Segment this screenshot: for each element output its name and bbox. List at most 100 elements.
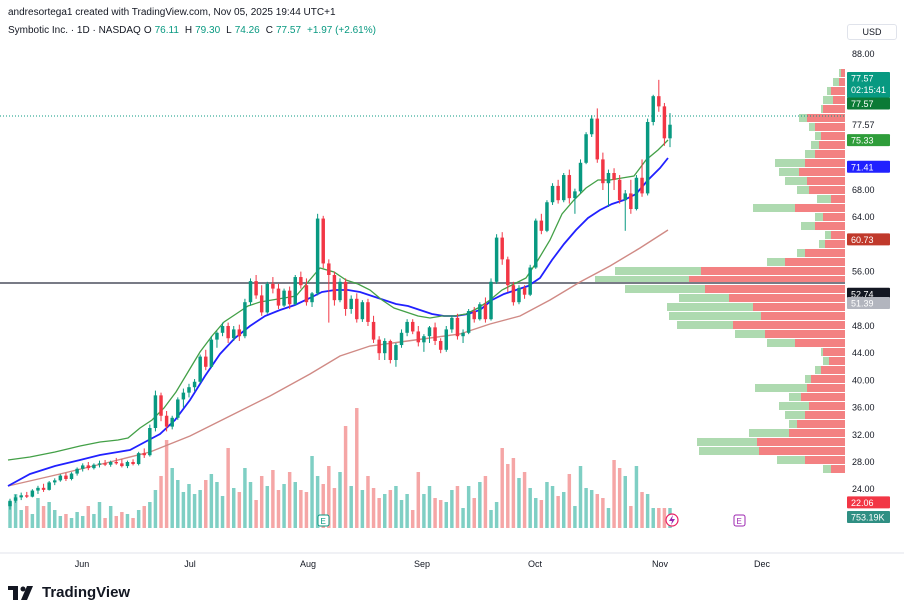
candle-body [97,463,102,465]
volume-bar [41,506,46,528]
candle-body [25,495,29,497]
candle-body [438,340,443,350]
volume-profile-down-bar [729,294,845,302]
price-tag-bg [847,134,890,147]
volume-bar [80,516,85,528]
volume-profile-down-bar [761,312,845,320]
volume-bar [349,486,353,528]
candle-body [433,327,437,341]
volume-bar [377,498,381,528]
dividend-lightning-icon [665,513,679,527]
earnings-icon: E [317,514,330,527]
candle-body [159,395,163,416]
currency-button[interactable]: USD [847,24,897,40]
volume-bar [259,476,264,528]
price-tag-label: 60.73 [851,235,874,245]
price-axis-tick: 48.00 [852,321,875,331]
volume-bar [231,488,236,528]
candles-layer [8,79,672,510]
volume-bar [461,508,465,528]
volume-profile-down-bar [809,186,845,194]
volume-profile-down-bar [841,69,845,77]
volume-bar [170,468,174,528]
volume-profile-down-bar [807,114,845,122]
candle-body [517,287,521,303]
volume-profile-down-bar [799,168,845,176]
symbol-name[interactable]: Symbotic Inc. · 1D · NASDAQ [8,25,141,36]
candle-body [461,332,465,337]
volume-bar [243,468,247,528]
volume-bar [561,492,566,528]
price-axis-tick: 32.00 [852,430,875,440]
candle-body [545,202,549,231]
volume-profile-down-bar [805,411,845,419]
price-axis-tick: 28.00 [852,457,875,467]
candle-body [187,387,191,393]
price-axis-tick: 44.00 [852,348,875,358]
volume-profile-down-bar [839,78,845,86]
lightning-bolt [669,515,675,525]
price-tag: 52.74 [847,287,890,300]
price-axis-tick: 24.00 [852,484,875,494]
volume-bar [545,482,549,528]
tradingview-logo[interactable]: TradingView [8,584,130,601]
price-tag-bg [847,97,890,110]
volume-bar [343,426,348,528]
price-tag: 71.41 [847,160,890,173]
candle-body [550,185,555,203]
volume-bar [444,502,449,528]
candle-body [450,317,454,330]
volume-profile-down-bar [801,393,845,401]
candle-body [371,321,376,340]
price-tag-label: 753.19K [851,513,885,523]
price-axis-tick: 68.00 [852,185,875,195]
price-chart[interactable]: 88.0084.0077.5768.0064.0056.0051.3948.00… [0,0,904,580]
volume-profile-down-bar [807,177,845,185]
price-axis-tick: 88.00 [852,49,875,59]
candle-body [92,464,96,469]
volume-bar [304,492,309,528]
volume-bar [528,488,532,528]
volume-bar [556,496,560,528]
candle-body [153,395,158,428]
volume-bar [92,514,96,528]
volume-bar [75,512,79,528]
volume-bar [522,472,527,528]
volume-bar [388,490,393,528]
volume-profile-down-bar [807,384,845,392]
candle-body [19,495,23,498]
candle-body [226,326,230,339]
volume-bar [327,466,331,528]
price-tag-label: 75.33 [851,136,874,146]
volume-bar [19,510,23,528]
volume-profile-down-bar [795,339,845,347]
candle-body [405,321,409,333]
candle-body [136,453,141,465]
candle-body [265,283,270,313]
volume-bar [248,482,253,528]
price-axis-tick: 40.00 [852,375,875,385]
candle-body [86,465,91,469]
ohlc-close: C 77.57 [266,25,304,36]
candle-body [53,480,57,483]
volume-bar [478,482,482,528]
volume-profile-down-bar [759,447,845,455]
high-value: 79.30 [195,25,221,36]
volume-bar [455,486,460,528]
volume-bar [584,488,588,528]
price-tag-label: 52.74 [851,289,874,299]
price-axis-tick: 56.00 [852,267,875,277]
volume-bar [209,474,214,528]
candle-body [455,317,460,337]
candle-body [103,463,107,465]
candle-body [287,290,292,305]
volume-bar [466,486,471,528]
volume-bar [472,498,476,528]
candle-body [606,173,611,184]
volume-profile-down-bar [823,213,845,221]
open-label: O [143,25,152,36]
candle-body [30,490,35,497]
volume-bar [657,508,661,528]
tradingview-logo-icon [8,585,33,600]
volume-bar [383,494,387,528]
